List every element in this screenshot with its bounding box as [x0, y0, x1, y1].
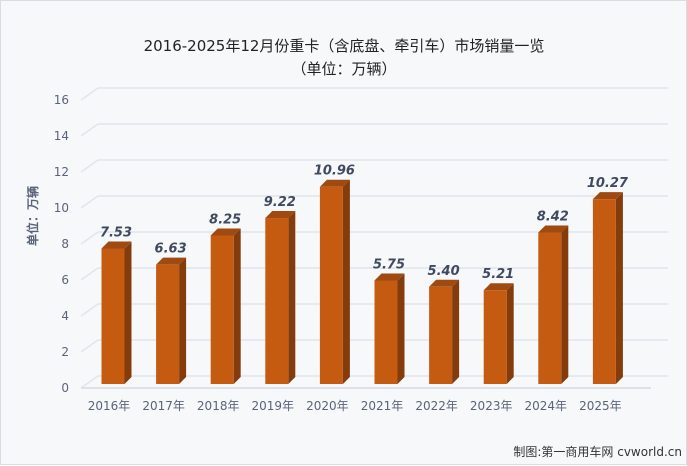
bar	[374, 280, 398, 384]
data-label: 7.53	[100, 225, 132, 240]
y-axis-label: 单位：万辆	[25, 186, 40, 246]
data-label: 10.96	[314, 164, 355, 179]
bar-side	[561, 225, 569, 384]
gridline-diagonal	[80, 231, 99, 245]
y-tick-label: 10	[54, 201, 69, 215]
bar-top	[538, 225, 569, 233]
bar-side	[179, 257, 187, 384]
bar-top	[265, 211, 296, 219]
credit-text: 制图:第一商用车网 cvworld.cn	[513, 444, 682, 459]
data-label: 9.22	[264, 195, 296, 210]
bar-side	[342, 179, 350, 384]
data-label: 5.21	[482, 267, 514, 282]
bar-side	[615, 192, 623, 384]
x-tick-label: 2018年	[197, 399, 240, 413]
bar-top	[592, 192, 623, 200]
bar	[429, 286, 453, 384]
bar-side	[124, 241, 132, 384]
gridline-diagonal	[80, 159, 99, 173]
data-label: 6.63	[155, 242, 187, 257]
data-label: 5.40	[428, 264, 460, 279]
y-tick-label: 16	[54, 93, 69, 107]
x-tick-label: 2024年	[525, 399, 568, 413]
data-label: 8.42	[537, 209, 569, 224]
y-tick-label: 12	[54, 165, 69, 179]
bar-side	[452, 279, 460, 384]
bar	[483, 290, 507, 384]
bar-side	[288, 211, 296, 384]
bar	[592, 199, 616, 384]
bar-top	[374, 273, 405, 281]
x-tick-label: 2021年	[361, 399, 404, 413]
gridline-diagonal	[80, 375, 99, 389]
bar-top	[483, 283, 514, 291]
y-tick-label: 4	[61, 309, 69, 323]
x-tick-label: 2022年	[415, 399, 458, 413]
bar-side	[397, 273, 405, 384]
bar-top	[429, 279, 460, 287]
gridline-diagonal	[80, 195, 99, 209]
gridline-diagonal	[80, 303, 99, 317]
bar-top	[210, 228, 241, 236]
y-tick-label: 8	[61, 237, 69, 251]
x-tick-label: 2020年	[306, 399, 349, 413]
chart-title: 2016-2025年12月份重卡（含底盘、牵引车）市场销量一览	[144, 37, 545, 55]
bar	[319, 186, 343, 384]
x-tick-label: 2019年	[252, 399, 295, 413]
data-label: 10.27	[587, 176, 629, 191]
bar	[156, 264, 180, 384]
x-tick-label: 2023年	[470, 399, 513, 413]
gridline-diagonal	[80, 87, 99, 101]
bar	[538, 232, 562, 384]
bar-top	[319, 179, 350, 187]
x-tick-label: 2017年	[142, 399, 185, 413]
data-label: 8.25	[209, 213, 241, 228]
bar-side	[506, 283, 514, 384]
y-tick-label: 6	[61, 273, 69, 287]
bar	[210, 235, 234, 384]
data-label: 5.75	[373, 258, 405, 273]
y-tick-label: 2	[61, 345, 69, 359]
gridline-diagonal	[80, 339, 99, 353]
x-tick-label: 2016年	[88, 399, 131, 413]
y-tick-label: 0	[61, 381, 69, 395]
bar-side	[233, 228, 241, 384]
x-tick-label: 2025年	[579, 399, 622, 413]
chart-subtitle: （单位：万辆）	[291, 60, 396, 78]
gridline-diagonal	[80, 267, 99, 281]
bar	[101, 248, 125, 384]
bar-top	[156, 257, 187, 265]
bar-top	[101, 241, 132, 249]
y-tick-label: 14	[54, 129, 69, 143]
gridline-diagonal	[80, 123, 99, 137]
bar	[265, 218, 289, 384]
